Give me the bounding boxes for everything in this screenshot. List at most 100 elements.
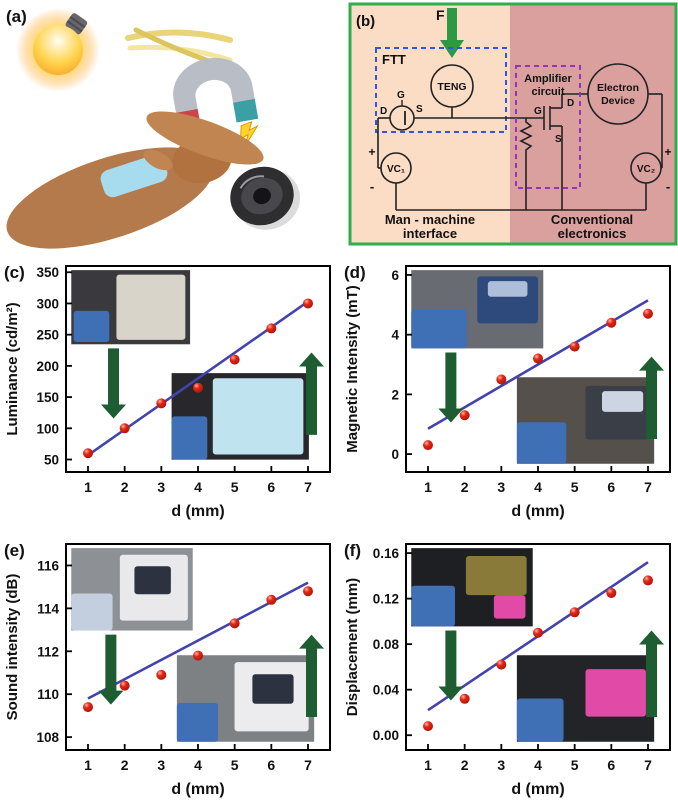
displacement-chart: (f) 1 2 3 4 5 6 7 0.00 0.04 0.08 0.12 0.16 d (mm) Disp…: [344, 541, 671, 798]
vc2-plus: +: [664, 145, 671, 159]
up-arrow-icon: [299, 634, 325, 718]
inset-photo-detail: [601, 391, 644, 412]
ftt-box: [375, 47, 507, 133]
up-arrow-icon: [299, 352, 325, 435]
data-point: [606, 587, 617, 598]
x-tick-label: 2: [121, 757, 129, 773]
data-point: [459, 693, 470, 704]
electron-device-symbol: [587, 63, 649, 125]
data-point: [83, 448, 93, 459]
x-tick-label: 7: [644, 479, 652, 495]
panel-b-label: (b): [356, 13, 375, 30]
y-tick-label: 0: [391, 447, 399, 462]
vc2-source-symbol: [630, 152, 662, 184]
conventional-caption-1: Conventional: [551, 212, 633, 227]
x-tick-label: 5: [571, 479, 579, 495]
data-point: [266, 323, 277, 334]
source-label: S: [416, 104, 423, 115]
panel-f: (f) 1 2 3 4 5 6 7 0.00 0.04 0.08 0.12 0.16 d (mm) Disp…: [342, 532, 678, 805]
inset-photo-detail: [252, 674, 294, 704]
data-point: [156, 669, 167, 680]
panel-d: (d) 1 2 3 4 5 6 7 0 2 4 6 d (mm) Magnetic Intensity (…: [342, 254, 678, 529]
data-point: [266, 594, 277, 605]
x-axis-label: d (mm): [511, 781, 564, 798]
panel-b-border: [348, 2, 678, 246]
x-tick-label: 2: [461, 479, 469, 495]
x-tick-label: 3: [497, 757, 505, 773]
x-axis-label: d (mm): [171, 781, 224, 798]
mosfet-drain-label: D: [567, 98, 574, 109]
y-tick-label: 108: [36, 730, 59, 745]
data-point: [533, 627, 543, 638]
y-tick-label: 100: [36, 421, 59, 436]
vc1-plus: +: [368, 145, 375, 159]
panel-label: (c): [4, 263, 25, 282]
circuit-diagram: (b) F FTT TENG: [348, 2, 678, 246]
gate-label: G: [397, 90, 405, 101]
data-point: [83, 702, 93, 713]
x-tick-label: 1: [424, 479, 432, 495]
y-tick-label: 110: [37, 687, 59, 702]
x-tick-label: 5: [571, 757, 579, 773]
x-tick-label: 7: [644, 757, 652, 773]
data-point: [496, 659, 507, 670]
up-arrow-icon: [639, 356, 665, 440]
panel-a-label: (a): [6, 7, 27, 26]
x-tick-label: 1: [84, 757, 92, 773]
down-arrow-icon: [98, 634, 124, 705]
amplifier-box: [515, 65, 581, 189]
data-point: [229, 618, 240, 629]
drain-label: D: [380, 106, 387, 117]
x-tick-label: 5: [231, 757, 239, 773]
inset-photo-detail: [465, 555, 527, 596]
y-tick-label: 0.12: [373, 592, 399, 607]
sound-intensity-chart: (e) 1 2 3 4 5 6 7 108 110 112 114 116 d (mm) Sound int…: [4, 541, 331, 798]
data-point: [643, 575, 653, 586]
up-arrow-icon: [639, 630, 665, 718]
inset-photo-detail: [134, 566, 171, 595]
vc1-source-symbol: [380, 152, 412, 184]
inset-photo-detail: [411, 309, 467, 349]
x-tick-label: 7: [304, 479, 312, 495]
y-axis-label: Displacement (mm): [344, 578, 361, 716]
y-tick-label: 4: [391, 328, 399, 343]
teng-label: TENG: [437, 81, 466, 93]
y-axis-label: Luminance (cd/m²): [4, 302, 21, 435]
x-axis-label: d (mm): [171, 503, 224, 520]
inset-photo-detail: [73, 310, 110, 343]
y-axis-label: Sound intensity (dB): [4, 574, 21, 721]
x-tick-label: 6: [607, 757, 615, 773]
y-tick-label: 116: [37, 558, 59, 573]
data-point: [606, 317, 617, 328]
y-tick-label: 0.00: [373, 728, 399, 743]
data-point: [156, 398, 167, 409]
data-point: [423, 721, 433, 732]
x-tick-label: 6: [267, 757, 275, 773]
inset-photo-detail: [171, 416, 208, 460]
magnetic-intensity-chart: (d) 1 2 3 4 5 6 7 0 2 4 6 d (mm) Magnetic Intensity (…: [344, 263, 671, 520]
x-axis-label: d (mm): [511, 503, 564, 520]
data-point: [459, 410, 470, 421]
vc2-minus: -: [666, 179, 670, 194]
wrist-band-icon: [6, 111, 264, 249]
x-tick-label: 2: [121, 479, 129, 495]
inset-photo-detail: [71, 593, 113, 631]
data-point: [533, 353, 543, 364]
inset-photo-detail: [176, 702, 219, 742]
data-point: [193, 650, 203, 661]
electron-device-label-1: Electron: [597, 82, 639, 94]
force-label: F: [436, 7, 445, 23]
down-arrow-icon: [101, 348, 127, 419]
y-tick-label: 50: [44, 453, 59, 468]
inset-photo-detail: [493, 595, 526, 619]
x-tick-label: 3: [497, 479, 505, 495]
down-arrow-icon: [438, 630, 464, 701]
vc2-label: VC₂: [637, 164, 655, 175]
ftt-label: FTT: [382, 52, 406, 67]
x-tick-label: 1: [84, 479, 92, 495]
vc1-label: VC₁: [387, 164, 405, 175]
vc1-minus: -: [370, 179, 374, 194]
inset-photo-detail: [116, 274, 186, 340]
y-axis-label: Magnetic Intensity (mT): [344, 285, 361, 453]
